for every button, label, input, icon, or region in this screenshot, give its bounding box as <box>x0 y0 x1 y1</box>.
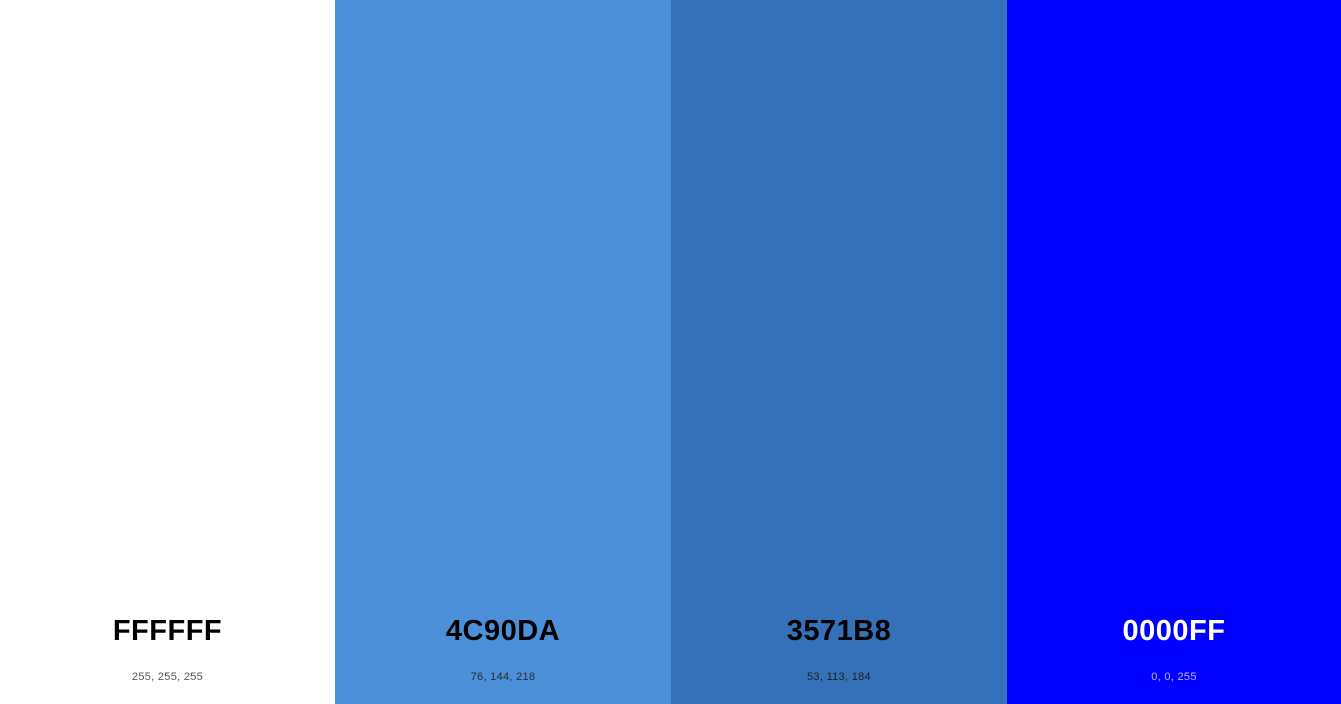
rgb-values: 255, 255, 255 <box>131 671 204 683</box>
hex-code: 3571B8 <box>786 615 892 647</box>
color-swatch-3[interactable]: 3571B8 53, 113, 184 <box>671 0 1007 704</box>
color-swatch-2[interactable]: 4C90DA 76, 144, 218 <box>335 0 671 704</box>
hex-code: 0000FF <box>1122 615 1226 647</box>
rgb-values: 76, 144, 218 <box>470 671 536 683</box>
color-swatch-4[interactable]: 0000FF 0, 0, 255 <box>1007 0 1341 704</box>
rgb-values: 53, 113, 184 <box>807 671 871 683</box>
hex-code: 4C90DA <box>445 615 561 647</box>
rgb-values: 0, 0, 255 <box>1151 671 1197 683</box>
color-swatch-1[interactable]: FFFFFF 255, 255, 255 <box>0 0 335 704</box>
hex-code: FFFFFF <box>112 615 223 647</box>
